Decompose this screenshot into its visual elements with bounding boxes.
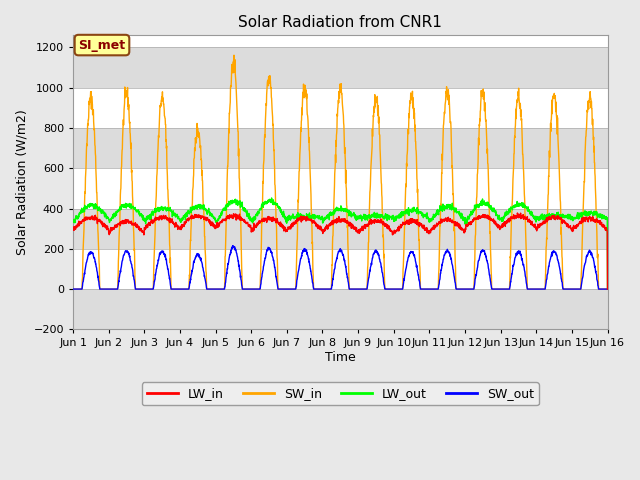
SW_in	[604, 286, 611, 292]
LW_in	[557, 215, 564, 221]
LW_in	[513, 210, 521, 216]
SW_in	[496, 286, 504, 292]
Y-axis label: Solar Radiation (W/m2): Solar Radiation (W/m2)	[15, 109, 28, 255]
SW_in	[572, 286, 579, 292]
LW_in	[69, 226, 77, 232]
SW_in	[367, 155, 375, 160]
SW_out	[356, 286, 364, 292]
SW_out	[496, 286, 504, 292]
Line: LW_out: LW_out	[73, 198, 607, 289]
SW_in	[356, 286, 364, 292]
SW_out	[572, 286, 579, 292]
LW_out	[218, 208, 226, 214]
Bar	[73, 208, 607, 249]
Line: SW_in: SW_in	[73, 55, 607, 289]
SW_in	[218, 286, 226, 292]
Legend: LW_in, SW_in, LW_out, SW_out: LW_in, SW_in, LW_out, SW_out	[142, 383, 539, 406]
LW_out	[496, 217, 504, 223]
LW_in	[218, 217, 226, 223]
LW_out	[572, 215, 579, 221]
SW_in	[69, 286, 77, 292]
LW_out	[356, 216, 364, 221]
LW_out	[268, 195, 275, 201]
SW_out	[229, 243, 237, 249]
Title: Solar Radiation from CNR1: Solar Radiation from CNR1	[238, 15, 442, 30]
Bar	[73, 289, 607, 329]
SW_out	[557, 271, 564, 276]
Bar	[73, 48, 607, 88]
LW_out	[557, 212, 564, 217]
LW_out	[604, 286, 611, 292]
SW_in	[230, 52, 238, 58]
SW_out	[367, 260, 375, 266]
LW_in	[495, 223, 503, 229]
LW_out	[367, 214, 375, 220]
SW_out	[604, 286, 611, 292]
SW_out	[69, 286, 77, 292]
SW_out	[218, 286, 226, 292]
LW_in	[604, 286, 611, 292]
LW_in	[356, 227, 364, 232]
SW_in	[557, 199, 564, 205]
LW_in	[367, 220, 375, 226]
Bar	[73, 128, 607, 168]
Line: LW_in: LW_in	[73, 213, 607, 289]
LW_in	[572, 224, 579, 229]
Line: SW_out: SW_out	[73, 246, 607, 289]
LW_out	[69, 217, 77, 223]
X-axis label: Time: Time	[325, 351, 356, 364]
Text: SI_met: SI_met	[79, 38, 125, 51]
